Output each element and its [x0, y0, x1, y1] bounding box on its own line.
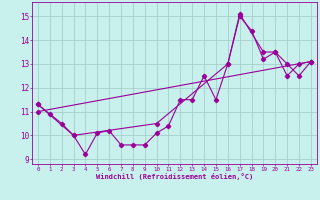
- X-axis label: Windchill (Refroidissement éolien,°C): Windchill (Refroidissement éolien,°C): [96, 173, 253, 180]
